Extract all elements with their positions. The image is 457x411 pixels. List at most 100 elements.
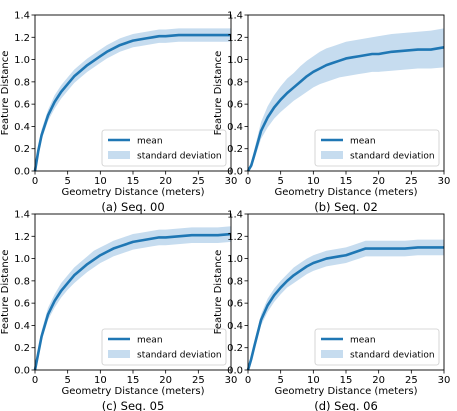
y-tick-label: 1.2 [14, 33, 30, 44]
x-axis-label: Geometry Distance (meters) [274, 187, 417, 198]
y-tick-label: 0.2 [227, 144, 243, 155]
y-tick-label: 0.8 [227, 77, 243, 88]
legend-box [314, 129, 440, 167]
legend-std-swatch [108, 151, 130, 159]
legend-mean-label: mean [137, 137, 163, 147]
legend-std-label: standard deviation [350, 351, 435, 361]
y-tick-label: 0.0 [14, 366, 30, 377]
x-tick-label: 15 [127, 176, 140, 187]
y-axis-label: Feature Distance [213, 51, 224, 136]
mean-line [246, 246, 444, 371]
y-tick-label: 0.2 [227, 343, 243, 354]
y-tick-label: 1.4 [227, 11, 243, 22]
legend-mean-label: mean [137, 336, 163, 346]
y-tick-label: 1.2 [227, 33, 243, 44]
y-tick-label: 0.6 [227, 299, 243, 310]
y-tick-label: 0.8 [227, 276, 243, 287]
x-tick-label: 20 [159, 176, 172, 187]
chart-panel-1: 0 5 10 15 20 25 30 0.0 0.2 0.4 0.6 0.8 1.0 1.2 1.4 Geom… [0, 11, 237, 215]
x-tick-label: 10 [307, 375, 320, 386]
x-tick-label: 15 [127, 375, 140, 386]
legend-box [314, 328, 440, 366]
legend-box [101, 129, 227, 167]
x-tick-label: 25 [192, 176, 205, 187]
mean-line [246, 46, 445, 172]
legend-std-swatch [108, 350, 130, 358]
x-tick-label: 10 [307, 176, 320, 187]
y-tick-label: 0.4 [14, 122, 30, 133]
legend: mean standard deviation [101, 328, 227, 366]
x-tick-label: 30 [225, 176, 238, 187]
x-tick-label: 30 [225, 375, 238, 386]
legend-std-swatch [321, 350, 343, 358]
y-tick-label: 0.0 [14, 167, 30, 178]
y-tick-label: 1.2 [14, 232, 30, 243]
x-tick-label: 30 [438, 176, 451, 187]
y-tick-label: 0.0 [227, 167, 243, 178]
x-tick-label: 10 [94, 375, 107, 386]
x-tick-label: 5 [64, 176, 70, 187]
panel-caption: (a) Seq. 00 [101, 200, 164, 214]
y-tick-label: 1.4 [227, 210, 243, 221]
legend-std-swatch [321, 151, 343, 159]
y-tick-label: 0.4 [227, 321, 243, 332]
x-tick-label: 0 [32, 375, 38, 386]
x-tick-label: 30 [438, 375, 451, 386]
legend-std-label: standard deviation [137, 152, 222, 162]
y-tick-label: 0.6 [14, 299, 30, 310]
legend-mean-label: mean [350, 137, 376, 147]
legend: mean standard deviation [314, 328, 440, 366]
x-axis-label: Geometry Distance (meters) [61, 386, 204, 397]
legend-mean-label: mean [350, 336, 376, 346]
mean-line [33, 33, 231, 172]
y-tick-label: 0.4 [14, 321, 30, 332]
legend: mean standard deviation [314, 129, 440, 167]
x-tick-label: 25 [192, 375, 205, 386]
y-tick-label: 1.0 [227, 254, 243, 265]
panel-caption: (b) Seq. 02 [314, 200, 378, 214]
x-tick-label: 20 [159, 375, 172, 386]
y-tick-label: 1.2 [227, 232, 243, 243]
x-tick-label: 0 [245, 375, 251, 386]
x-tick-label: 25 [405, 176, 418, 187]
chart-panel-4: 0 5 10 15 20 25 300.00.20.40.60.81.01.21.4Geom… [213, 210, 450, 411]
y-axis-label: Feature Distance [213, 250, 224, 335]
y-axis-label: Feature Distance [0, 51, 11, 136]
legend-std-label: standard deviation [350, 152, 435, 162]
legend-std-label: standard deviation [137, 351, 222, 361]
x-tick-label: 0 [32, 176, 38, 187]
x-tick-label: 20 [372, 176, 385, 187]
std-band [35, 226, 231, 370]
std-band [248, 28, 444, 172]
x-axis-label: Geometry Distance (meters) [61, 187, 204, 198]
x-tick-label: 15 [340, 375, 353, 386]
y-tick-label: 0.2 [14, 343, 30, 354]
x-tick-label: 20 [372, 375, 385, 386]
panel-caption: (d) Seq. 06 [314, 399, 378, 411]
y-tick-label: 0.8 [14, 77, 30, 88]
y-tick-label: 1.0 [14, 55, 30, 66]
x-tick-label: 5 [64, 375, 70, 386]
y-tick-label: 0.2 [14, 144, 30, 155]
y-tick-label: 0.6 [14, 100, 30, 111]
x-tick-label: 15 [340, 176, 353, 187]
legend-box [101, 328, 227, 366]
y-tick-label: 1.4 [14, 11, 30, 22]
mean-line [33, 232, 232, 371]
y-axis-label: Feature Distance [0, 250, 11, 335]
x-tick-label: 0 [245, 176, 251, 187]
x-tick-label: 5 [277, 375, 283, 386]
x-axis-label: Geometry Distance (meters) [274, 386, 417, 397]
x-tick-label: 5 [277, 176, 283, 187]
y-tick-label: 0.0 [227, 366, 243, 377]
panel-caption: (c) Seq. 05 [102, 399, 165, 411]
chart-panel-3: 0 5 10 15 20 25 30 0.0 0.2 0.4 0.6 0.8 1.0 1.2 1.4 Geom… [0, 210, 237, 411]
y-tick-label: 0.6 [227, 100, 243, 111]
y-tick-label: 1.0 [14, 254, 30, 265]
y-tick-label: 1.4 [14, 210, 30, 221]
std-band [35, 28, 231, 172]
x-tick-label: 25 [405, 375, 418, 386]
y-tick-label: 0.8 [14, 276, 30, 287]
x-tick-label: 10 [94, 176, 107, 187]
